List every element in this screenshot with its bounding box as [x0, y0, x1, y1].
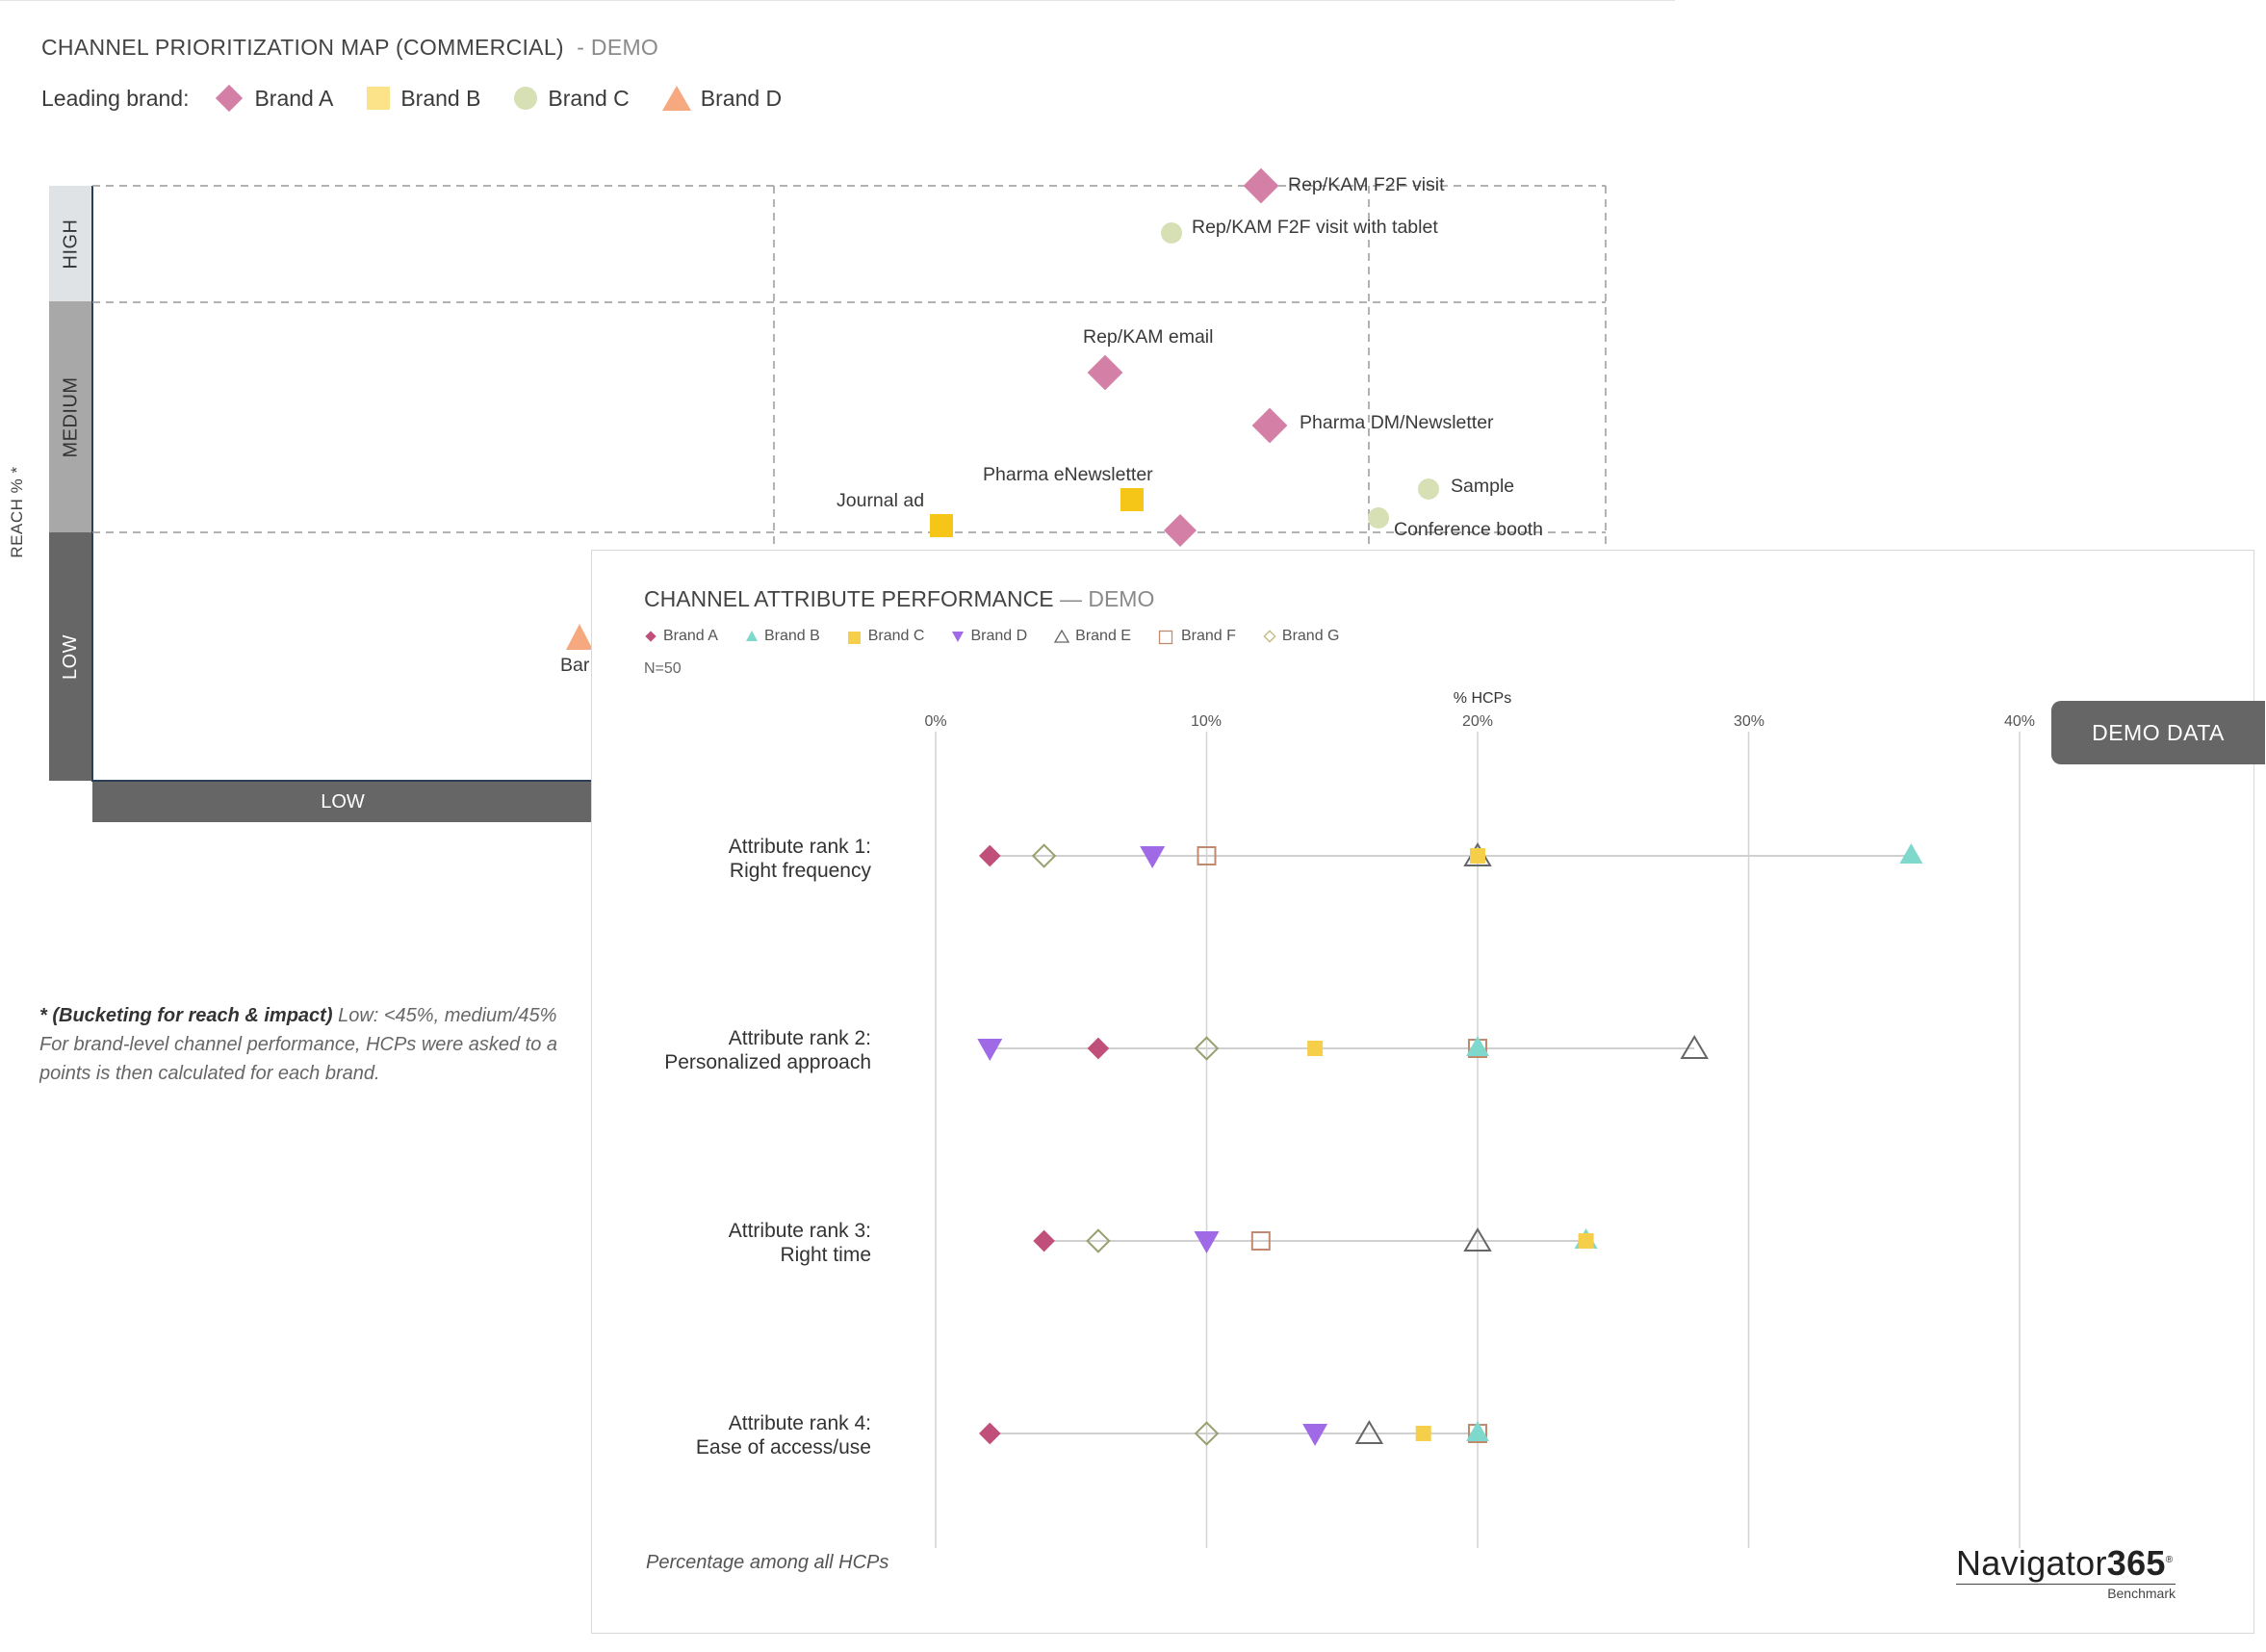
label-conference-booth: Conference booth	[1394, 519, 1544, 540]
marker-brand-a-rank-3	[1033, 1229, 1055, 1252]
marker-brand-d-rank-1	[1140, 846, 1166, 868]
category-label-rank-2: Attribute rank 2: Personalized approach	[664, 1027, 871, 1073]
marker-brand-e-rank-4	[1354, 1420, 1384, 1444]
marker-brand-g-rank-2	[1194, 1036, 1220, 1061]
marker-brand-g-rank-1	[1031, 843, 1057, 868]
point-pharma-enewsletter	[1120, 488, 1144, 511]
circle-icon	[514, 87, 538, 110]
marker-brand-g-rank-4	[1194, 1421, 1220, 1446]
diamond-icon	[645, 631, 657, 642]
legend-item-brand-c: Brand C	[511, 84, 630, 113]
label-bar: Bar	[560, 655, 590, 676]
marker-brand-c-rank-2	[1307, 1041, 1324, 1056]
legend-item-brand-d: Brand D	[951, 628, 1027, 645]
triangle-icon	[661, 86, 691, 111]
prioritization-map-title: CHANNEL PRIORITIZATION MAP (COMMERCIAL) …	[41, 35, 659, 60]
reach-bucket-low: LOW	[49, 532, 93, 781]
point-rep-kam-email	[1087, 354, 1123, 391]
triangle-icon	[745, 631, 758, 641]
square-icon	[367, 87, 391, 110]
reach-bucket-high: HIGH	[49, 186, 93, 301]
marker-brand-c-rank-4	[1415, 1426, 1431, 1441]
marker-brand-a-rank-4	[978, 1422, 1001, 1445]
label-pharma-enewsletter: Pharma eNewsletter	[983, 464, 1153, 485]
legend-item-brand-g: Brand G	[1263, 628, 1339, 645]
attribute-performance-panel	[591, 550, 2254, 1634]
legend-item-brand-f: Brand F	[1158, 628, 1236, 645]
marker-brand-d-rank-2	[977, 1039, 1003, 1061]
x-tick-40: 40%	[2003, 713, 2036, 730]
demo-data-badge: DEMO DATA	[2051, 701, 2265, 764]
prioritization-map-plot	[91, 168, 1607, 782]
point-rep-kam-f2f-visit	[1243, 168, 1279, 204]
x-tick-0: 0%	[924, 713, 947, 730]
x-axis-title: % HCPs	[1453, 690, 1512, 707]
navigator365-logo: Navigator365® Benchmark	[1956, 1543, 2176, 1601]
legend-item-brand-a: Brand A	[212, 81, 333, 116]
marker-brand-f-rank-3	[1250, 1231, 1271, 1251]
triangle-open-icon	[1054, 630, 1070, 643]
sample-size-label: N=50	[644, 660, 682, 677]
x-tick-20: 20%	[1461, 713, 1494, 730]
reach-bucket-medium: MEDIUM	[49, 301, 93, 532]
label-rep-kam-email: Rep/KAM email	[1083, 326, 1214, 348]
point-unlabeled-brand-a	[1164, 514, 1197, 547]
legend-item-brand-d: Brand D	[660, 84, 782, 113]
category-label-rank-4: Attribute rank 4: Ease of access/use	[695, 1412, 871, 1458]
point-conference-booth	[1368, 507, 1389, 529]
square-open-icon	[1158, 630, 1173, 645]
point-sample	[1418, 478, 1439, 500]
marker-brand-d-rank-3	[1194, 1231, 1220, 1253]
label-rep-kam-f2f-tablet: Rep/KAM F2F visit with tablet	[1192, 217, 1438, 238]
square-icon	[847, 632, 861, 644]
marker-brand-g-rank-3	[1086, 1228, 1111, 1253]
marker-brand-b-rank-4	[1466, 1421, 1489, 1441]
label-sample: Sample	[1451, 476, 1515, 497]
triangle-down-icon	[952, 632, 965, 642]
legend-item-brand-a: Brand A	[644, 628, 718, 645]
marker-brand-a-rank-1	[978, 844, 1001, 867]
marker-brand-c-rank-1	[1470, 848, 1485, 864]
legend-item-brand-e: Brand E	[1054, 628, 1131, 645]
marker-brand-b-rank-1	[1899, 843, 1923, 864]
point-rep-kam-f2f-tablet	[1161, 222, 1182, 244]
attribute-performance-title: CHANNEL ATTRIBUTE PERFORMANCE — DEMO	[644, 586, 1155, 611]
prioritization-legend: Leading brand: Brand A Brand B Brand C B…	[41, 81, 795, 116]
marker-brand-e-rank-3	[1463, 1227, 1492, 1252]
attribute-performance-legend: Brand A Brand B Brand C Brand D Brand E …	[644, 628, 1366, 645]
back-panel	[0, 0, 1675, 1117]
point-bar	[566, 624, 593, 650]
marker-brand-f-rank-1	[1197, 846, 1217, 865]
legend-label: Leading brand:	[41, 85, 190, 111]
legend-item-brand-c: Brand C	[847, 628, 924, 645]
label-pharma-dm-newsletter: Pharma DM/Newsletter	[1300, 412, 1494, 433]
category-label-rank-1: Attribute rank 1: Right frequency	[728, 836, 871, 882]
marker-brand-e-rank-2	[1680, 1035, 1709, 1059]
marker-brand-b-rank-2	[1466, 1036, 1489, 1056]
point-journal-ad	[930, 514, 953, 537]
category-label-rank-3: Attribute rank 3: Right time	[728, 1220, 871, 1266]
marker-brand-a-rank-2	[1087, 1037, 1110, 1060]
point-pharma-dm-newsletter	[1251, 407, 1288, 444]
label-journal-ad: Journal ad	[837, 490, 925, 511]
marker-brand-c-rank-3	[1578, 1233, 1594, 1249]
legend-item-brand-b: Brand B	[364, 84, 480, 113]
diamond-open-icon	[1263, 630, 1276, 643]
prioritization-footnote: * (Bucketing for reach & impact) Low: <4…	[39, 1005, 558, 1084]
legend-item-brand-b: Brand B	[745, 628, 820, 645]
percentage-footnote: Percentage among all HCPs	[646, 1552, 889, 1573]
x-tick-10: 10%	[1190, 713, 1223, 730]
diamond-icon	[216, 84, 244, 113]
marker-brand-d-rank-4	[1302, 1424, 1328, 1446]
impact-bucket-low: LOW	[92, 782, 593, 822]
x-tick-30: 30%	[1733, 713, 1765, 730]
label-rep-kam-f2f-visit: Rep/KAM F2F visit	[1288, 174, 1445, 195]
